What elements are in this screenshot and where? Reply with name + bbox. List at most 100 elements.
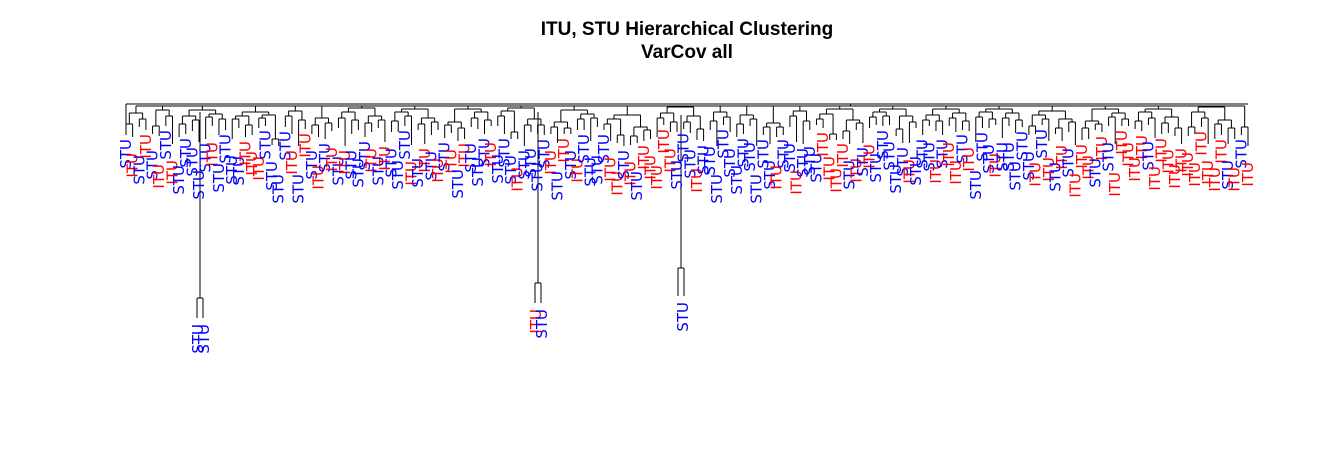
leaf-label: ITU <box>1080 155 1098 180</box>
leaf-label: STU <box>1086 158 1104 188</box>
leaf-label: STU <box>230 156 248 186</box>
leaf-label: ITU <box>947 160 965 185</box>
leaf-label: ITU <box>987 153 1005 178</box>
leaf-label: ITU <box>834 143 852 168</box>
leaf-label: STU <box>183 147 201 177</box>
leaf-label: ITU <box>768 165 786 190</box>
leaf-label: STU <box>794 148 812 178</box>
leaf-label: STU <box>462 143 480 173</box>
leaf-label: ITU <box>1166 164 1184 189</box>
leaf-label: ITU <box>237 141 255 166</box>
leaf-label: ITU <box>1027 162 1045 187</box>
leaf-label: ITU <box>661 148 679 173</box>
leaf-label: STU <box>383 148 401 178</box>
leaf-label: STU <box>675 133 693 163</box>
leaf-label: STU <box>436 142 454 172</box>
leaf-label: STU <box>130 155 148 185</box>
leaf-label: ITU <box>1153 138 1171 163</box>
leaf-label: STU <box>522 148 540 178</box>
leaf-label: ITU <box>1073 144 1091 169</box>
leaf-label: STU <box>389 160 407 190</box>
leaf-label: STU <box>615 150 633 180</box>
leaf-label: ITU <box>482 142 500 167</box>
leaf-label: STU <box>841 160 859 190</box>
leaf-label: ITU <box>243 151 261 176</box>
leaf-label: STU <box>954 134 972 164</box>
leaf-label: ITU <box>1133 135 1151 160</box>
leaf-label: ITU <box>861 144 879 169</box>
outlier-label: STU <box>674 302 692 332</box>
leaf-label: STU <box>535 139 553 169</box>
leaf-label: STU <box>1013 131 1031 161</box>
leaf-label: ITU <box>1226 167 1244 192</box>
leaf-label: ITU <box>1179 152 1197 177</box>
leaf-label: STU <box>575 134 593 164</box>
leaf-label: STU <box>754 139 772 169</box>
leaf-label: STU <box>469 157 487 187</box>
leaf-label: STU <box>748 174 766 204</box>
leaf-label: STU <box>495 138 513 168</box>
leaf-label: STU <box>369 156 387 186</box>
chart-title: ITU, STU Hierarchical Clustering <box>541 19 833 40</box>
leaf-label: STU <box>409 158 427 188</box>
leaf-label: ITU <box>442 149 460 174</box>
leaf-label: ITU <box>960 147 978 172</box>
leaf-label: STU <box>681 149 699 179</box>
leaf-label: STU <box>701 146 719 176</box>
leaf-label: ITU <box>137 134 155 159</box>
leaf-label: ITU <box>310 165 328 190</box>
leaf-label: STU <box>303 150 321 180</box>
leaf-label: STU <box>801 146 819 176</box>
leaf-label: STU <box>270 174 288 204</box>
leaf-label: ITU <box>688 168 706 193</box>
leaf-label: STU <box>774 139 792 169</box>
leaf-label: ITU <box>296 133 314 158</box>
leaf-label: ITU <box>622 161 640 186</box>
leaf-label: ITU <box>124 153 142 178</box>
leaf-label: ITU <box>416 148 434 173</box>
leaf-label: ITU <box>1093 136 1111 161</box>
leaf-label: ITU <box>1106 172 1124 197</box>
leaf-label: STU <box>529 162 547 192</box>
leaf-label: ITU <box>456 143 474 168</box>
leaf-label: ITU <box>788 170 806 195</box>
leaf-label: STU <box>144 150 162 180</box>
leaf-label: ITU <box>1199 160 1217 185</box>
leaf-label: ITU <box>927 159 945 184</box>
leaf-label: STU <box>980 144 998 174</box>
leaf-label: STU <box>967 170 985 200</box>
leaf-label: STU <box>582 157 600 187</box>
leaf-label: STU <box>190 170 208 200</box>
leaf-label: ITU <box>1206 167 1224 192</box>
leaf-label: STU <box>263 161 281 191</box>
leaf-label: STU <box>973 132 991 162</box>
leaf-label: STU <box>920 142 938 172</box>
leaf-label: STU <box>1033 129 1051 159</box>
leaf-label: STU <box>449 169 467 199</box>
leaf-label: STU <box>502 155 520 185</box>
leaf-label: ITU <box>1126 157 1144 182</box>
outlier-label: ITU <box>527 309 545 334</box>
leaf-label: STU <box>1000 142 1018 172</box>
leaf-label: STU <box>894 147 912 177</box>
dendrogram-leaves: STUITUSTUITUSTUITUSTUITUSTUSTUSTUSTUSTUI… <box>117 129 1257 354</box>
leaf-label: STU <box>1100 142 1118 172</box>
leaf-label: STU <box>343 150 361 180</box>
leaf-label: ITU <box>827 168 845 193</box>
leaf-label: STU <box>874 130 892 160</box>
leaf-label: ITU <box>555 138 573 163</box>
leaf-label: ITU <box>1053 145 1071 170</box>
leaf-label: ITU <box>283 150 301 175</box>
leaf-label: STU <box>934 139 952 169</box>
leaf-label: ITU <box>1146 166 1164 191</box>
leaf-label: ITU <box>814 132 832 157</box>
leaf-label: STU <box>695 145 713 175</box>
leaf-label: STU <box>1046 162 1064 192</box>
leaf-label: ITU <box>1173 148 1191 173</box>
outlier-label: STU <box>195 324 213 354</box>
leaf-label: STU <box>177 138 195 168</box>
leaf-label: ITU <box>250 156 268 181</box>
leaf-label: STU <box>807 153 825 183</box>
leaf-label: STU <box>549 171 567 201</box>
